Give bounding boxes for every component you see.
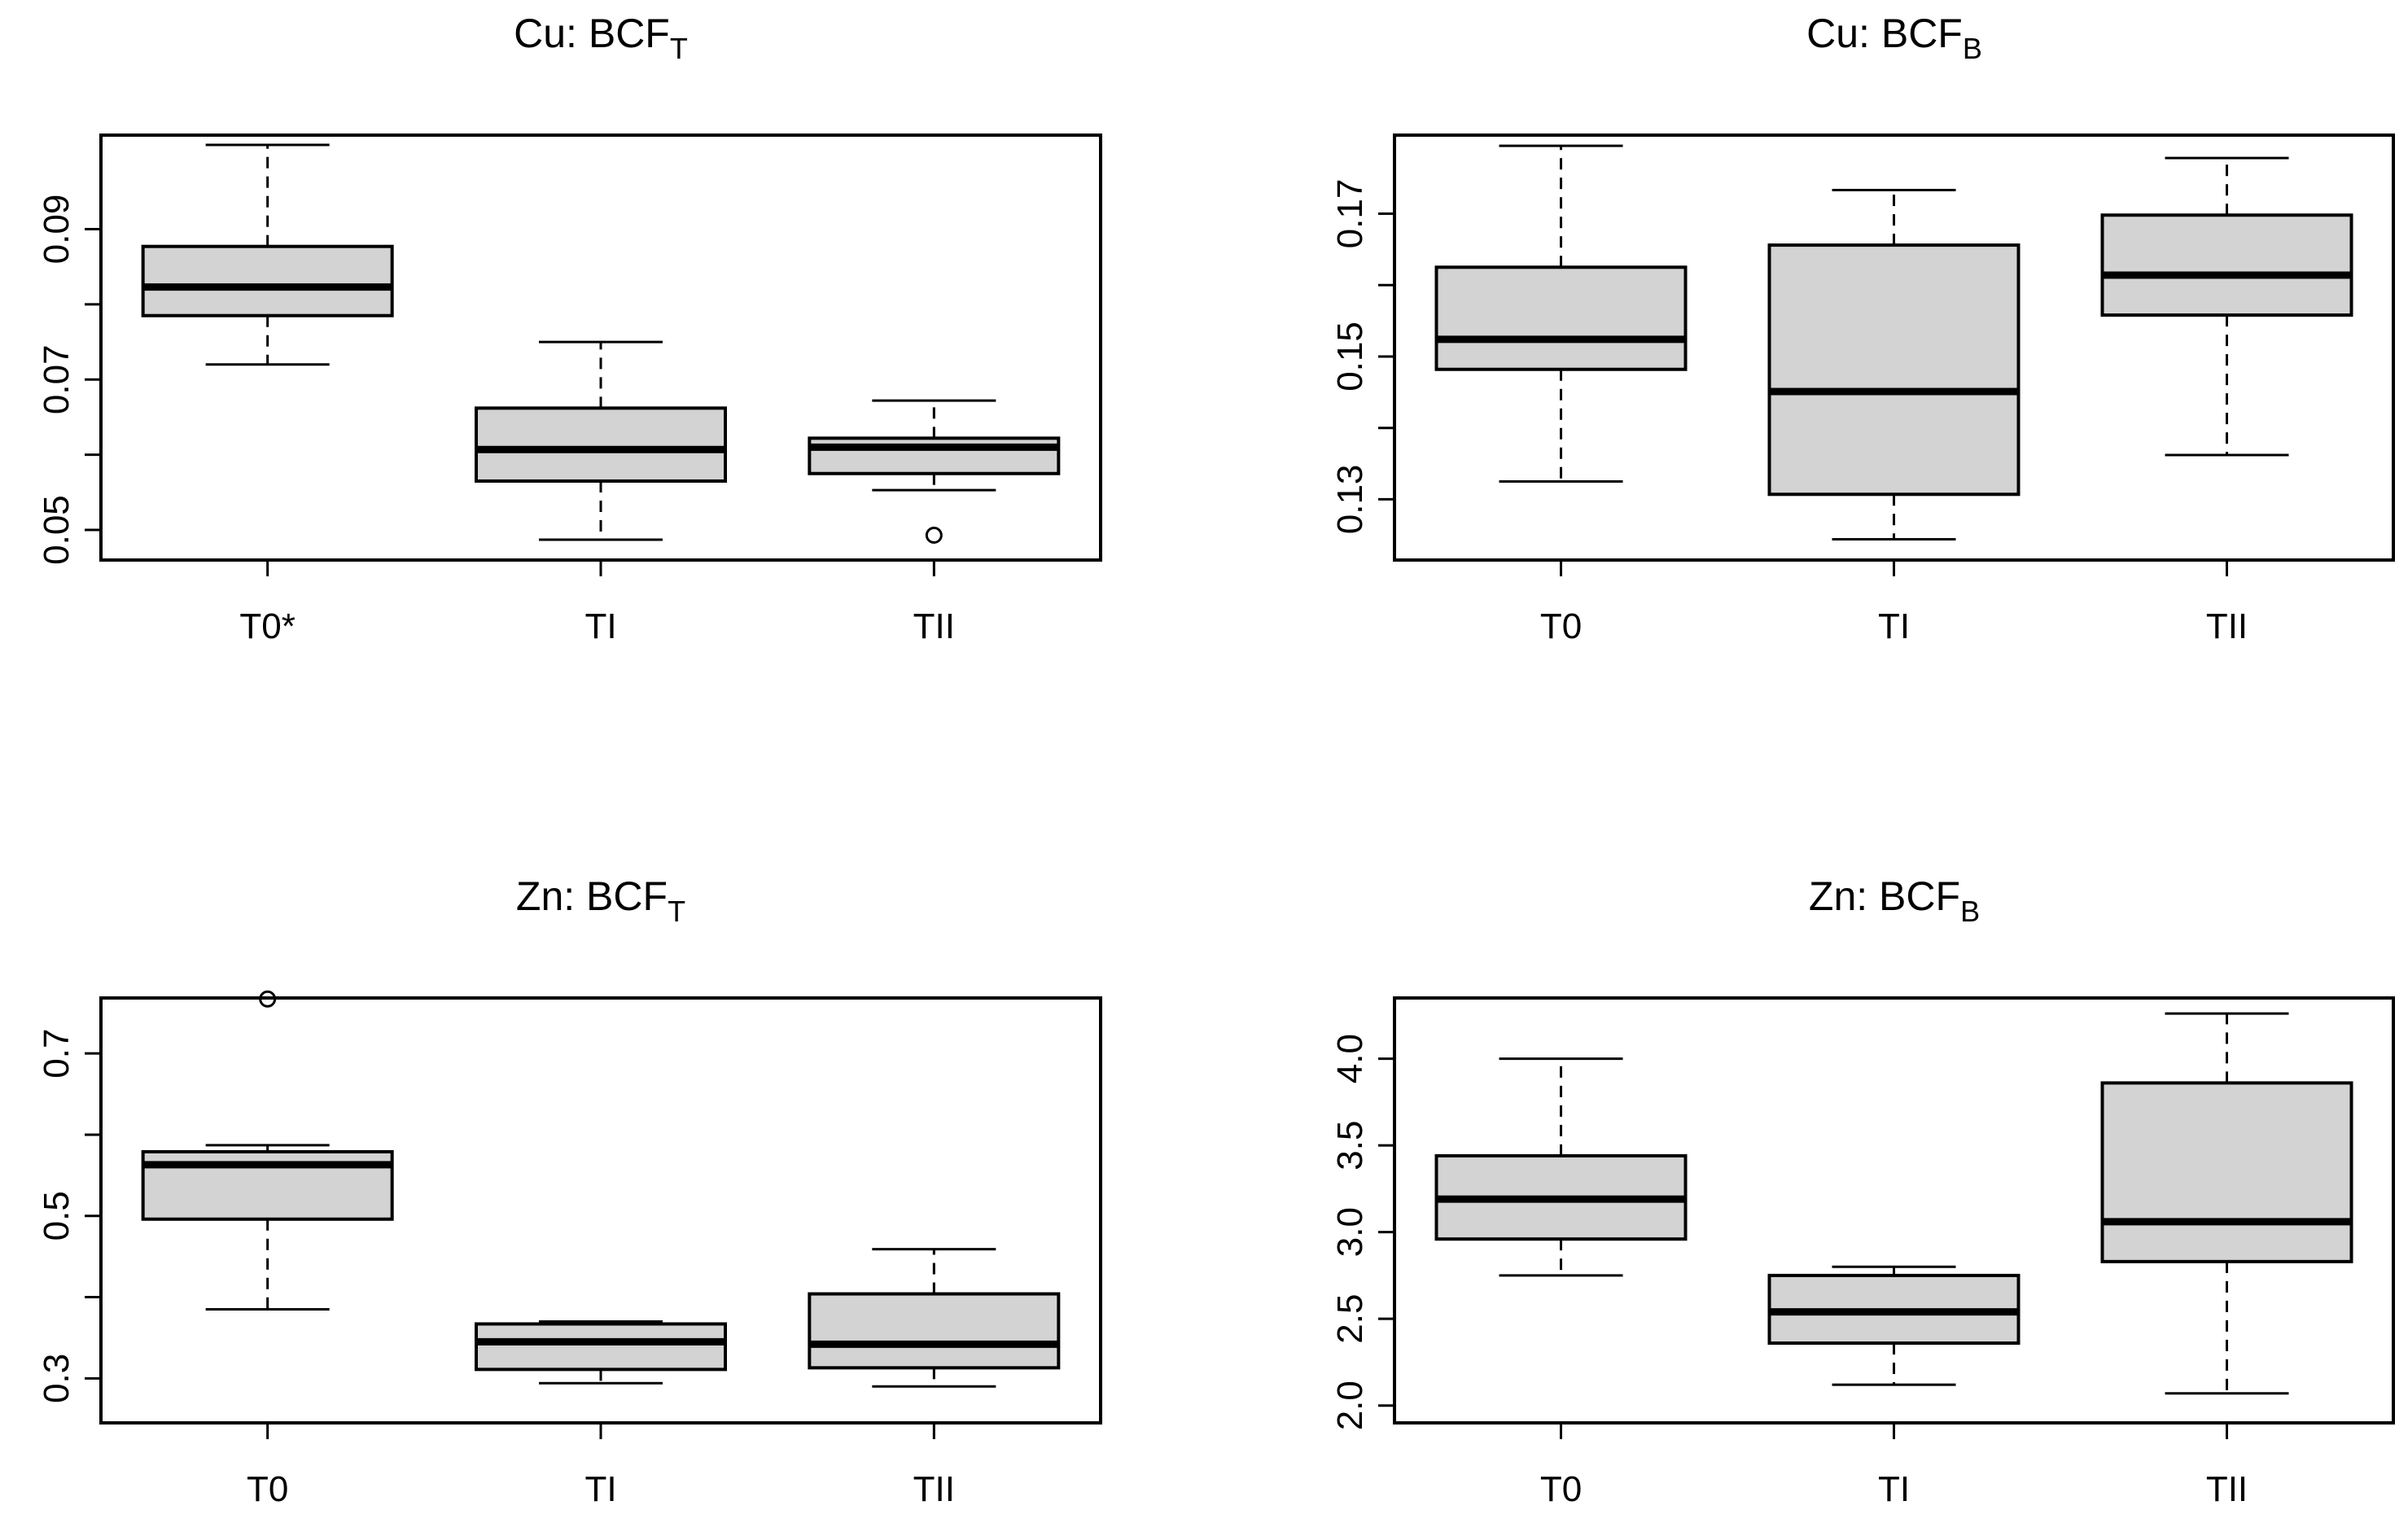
chart-title-subscript: T bbox=[668, 895, 685, 928]
x-tick-label: TI bbox=[1878, 606, 1910, 646]
x-tick-label: TI bbox=[584, 606, 616, 646]
x-tick-label: T0 bbox=[247, 1469, 288, 1509]
y-tick-label: 0.13 bbox=[1330, 465, 1370, 535]
boxplot-tii bbox=[808, 1248, 1061, 1388]
x-tick-label: TI bbox=[584, 1469, 616, 1509]
y-tick-label: 0.3 bbox=[37, 1354, 77, 1403]
chart-title: Cu: BCFT bbox=[514, 11, 688, 65]
chart-title: Cu: BCFB bbox=[1806, 11, 1982, 65]
iqr-box bbox=[141, 244, 394, 317]
iqr-box bbox=[1434, 265, 1688, 371]
boxplot-tii bbox=[808, 399, 1061, 545]
y-tick-label: 3.5 bbox=[1330, 1121, 1370, 1171]
outlier-point bbox=[925, 527, 943, 545]
y-tick-label: 0.09 bbox=[37, 195, 77, 265]
x-tick-label: T0* bbox=[239, 606, 295, 646]
chart-title-main: Cu: BCF bbox=[514, 11, 670, 56]
y-tick-label: 3.0 bbox=[1330, 1207, 1370, 1257]
y-tick-label: 0.15 bbox=[1330, 322, 1370, 392]
y-tick-label: 0.07 bbox=[37, 344, 77, 414]
iqr-box bbox=[808, 1292, 1061, 1370]
x-tick-label: T0 bbox=[1540, 606, 1582, 646]
chart-title-main: Cu: BCF bbox=[1806, 11, 1963, 56]
panel-cu-bcf-b: Cu: BCFB 0.13 0.15 0.17 T0 TI TII bbox=[1330, 11, 2395, 646]
chart-title-subscript: B bbox=[1963, 32, 1982, 65]
panel-cu-bcf-t: Cu: BCFT 0.05 0.07 0.09 T0* TI TII bbox=[37, 11, 1102, 646]
x-tick-label: TII bbox=[913, 1469, 955, 1509]
boxplot-tii bbox=[2100, 156, 2353, 457]
boxplot-ti bbox=[1767, 189, 2021, 541]
chart-title-subscript: T bbox=[670, 32, 688, 65]
y-tick-label: 0.05 bbox=[37, 495, 77, 565]
chart-title-main: Zn: BCF bbox=[516, 873, 668, 919]
x-tick-label: TI bbox=[1878, 1469, 1910, 1509]
boxplot-ti bbox=[1767, 1265, 2021, 1386]
y-tick-label: 0.5 bbox=[37, 1191, 77, 1241]
boxplot-ti bbox=[475, 340, 727, 541]
boxplot-t0 bbox=[141, 990, 394, 1311]
chart-title: Zn: BCFB bbox=[1809, 873, 1980, 928]
boxplot-tii bbox=[2100, 1012, 2353, 1395]
boxplot-t0 bbox=[1434, 1057, 1688, 1277]
boxplot-t0 bbox=[141, 143, 394, 366]
x-tick-label: T0 bbox=[1540, 1469, 1582, 1509]
x-tick-label: TII bbox=[913, 606, 955, 646]
outlier-point bbox=[259, 990, 277, 1008]
y-tick-label: 0.17 bbox=[1330, 179, 1370, 249]
chart-title-subscript: B bbox=[1960, 895, 1980, 928]
chart-title: Zn: BCFT bbox=[516, 873, 685, 928]
x-tick-label: TII bbox=[2206, 1469, 2248, 1509]
y-tick-label: 4.0 bbox=[1330, 1034, 1370, 1083]
iqr-box bbox=[1767, 243, 2021, 497]
chart-title-main: Zn: BCF bbox=[1809, 873, 1960, 919]
iqr-box bbox=[808, 436, 1061, 475]
iqr-box bbox=[475, 406, 727, 483]
panel-zn-bcf-t: Zn: BCFT 0.3 0.5 0.7 T0 TI TII bbox=[37, 873, 1102, 1509]
iqr-box bbox=[2100, 213, 2353, 317]
y-tick-label: 2.0 bbox=[1330, 1381, 1370, 1430]
x-tick-label: TII bbox=[2206, 606, 2248, 646]
boxplot-t0 bbox=[1434, 144, 1688, 483]
panel-zn-bcf-b: Zn: BCFB 2.0 2.5 3.0 3.5 4.0 T0 TI TII bbox=[1330, 873, 2395, 1509]
boxplot-ti bbox=[475, 1319, 727, 1385]
y-tick-label: 0.7 bbox=[37, 1029, 77, 1079]
y-tick-label: 2.5 bbox=[1330, 1294, 1370, 1344]
iqr-box bbox=[2100, 1081, 2353, 1263]
iqr-box bbox=[475, 1322, 727, 1372]
